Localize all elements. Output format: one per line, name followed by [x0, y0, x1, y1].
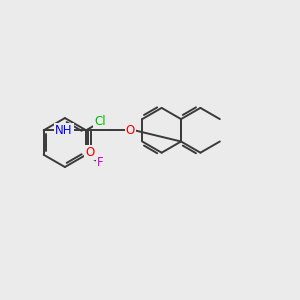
Text: F: F — [97, 157, 104, 169]
Text: Cl: Cl — [94, 115, 106, 128]
Text: NH: NH — [55, 124, 73, 137]
Text: O: O — [126, 124, 135, 137]
Text: O: O — [85, 146, 94, 159]
